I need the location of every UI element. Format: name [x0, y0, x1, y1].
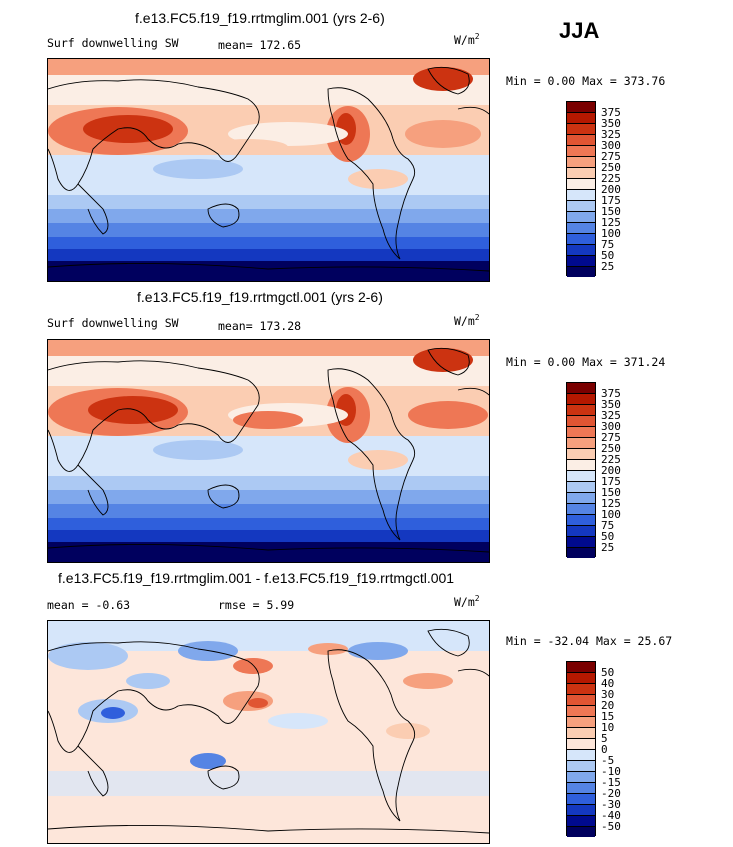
panel1-cb-label: 50: [601, 249, 615, 262]
panel2-cb-label: 25: [601, 541, 615, 554]
panel1-title: f.e13.FC5.f19_f19.rrtmglim.001 (yrs 2-6): [135, 10, 385, 26]
panel2-cb-label: 250: [601, 442, 621, 455]
panel1-cb-label: 250: [601, 161, 621, 174]
panel1-map: [47, 58, 490, 282]
panel3-cb-label: -30: [601, 798, 621, 811]
panel1-cb-label: 100: [601, 227, 621, 240]
panel2-units: W/m2: [454, 313, 480, 328]
panel1-cb-label: 25: [601, 260, 615, 273]
season-label: JJA: [559, 18, 600, 43]
panel2-variable: Surf downwelling SW: [47, 316, 179, 330]
panel1-cb-label: 75: [601, 238, 615, 251]
panel1-variable: Surf downwelling SW: [47, 36, 179, 50]
panel3-cb-label: 0: [601, 743, 608, 756]
panel2-minmax: Min = 0.00 Max = 371.24: [506, 355, 666, 369]
panel2-mean: mean= 173.28: [218, 319, 302, 333]
panel1-cb-label: 325: [601, 128, 621, 141]
panel3-cb-label: 5: [601, 732, 608, 745]
panel2-cb-label: 150: [601, 486, 621, 499]
panel3-cb-label: 15: [601, 710, 615, 723]
panel3-map: [47, 620, 490, 844]
panel3-mean: mean = -0.63: [47, 598, 131, 612]
panel2-map-field: [48, 340, 489, 562]
panel1-cb-label: 150: [601, 205, 621, 218]
panel1-cb-label: 375: [601, 106, 621, 119]
panel3-title: f.e13.FC5.f19_f19.rrtmglim.001 - f.e13.F…: [58, 570, 455, 586]
panel2-cb-label: 125: [601, 497, 621, 510]
panel1-colorbar: [566, 101, 596, 277]
panel3-cb-label: -15: [601, 776, 621, 789]
panel3-cb-label: -50: [601, 820, 621, 833]
panel2-colorbar: [566, 382, 596, 558]
panel2-cb-label: 75: [601, 519, 615, 532]
panel1-cb-label: 175: [601, 194, 621, 207]
panel3-cb-label: 50: [601, 666, 615, 679]
panel3-cb-label: 30: [601, 688, 615, 701]
panel3-cb-label: 40: [601, 677, 615, 690]
panel3-units: W/m2: [454, 594, 480, 609]
panel2-cb-label: 350: [601, 398, 621, 411]
panel2-cb-label: 50: [601, 530, 615, 543]
panel2-cb-label: 375: [601, 387, 621, 400]
panel2-cb-label: 225: [601, 453, 621, 466]
panel1-cb-label: 300: [601, 139, 621, 152]
panel2-cb-label: 200: [601, 464, 621, 477]
panel2-cb-label: 100: [601, 508, 621, 521]
panel1-cb-label: 225: [601, 172, 621, 185]
panel1-map-field: [48, 59, 489, 281]
panel3-colorbar: [566, 661, 596, 837]
panel3-cb-label: -40: [601, 809, 621, 822]
panel1-cb-label: 125: [601, 216, 621, 229]
panel1-cb-label: 200: [601, 183, 621, 196]
panel1-cb-label: 350: [601, 117, 621, 130]
panel3-rmse: rmse = 5.99: [218, 598, 295, 612]
panel3-cb-label: -10: [601, 765, 621, 778]
panel1-mean: mean= 172.65: [218, 38, 302, 52]
panel1-minmax: Min = 0.00 Max = 373.76: [506, 74, 666, 88]
panel2-cb-label: 275: [601, 431, 621, 444]
panel3-cb-label: -5: [601, 754, 615, 767]
panel3-cb-label: -20: [601, 787, 621, 800]
panel2-cb-label: 175: [601, 475, 621, 488]
panel2-title: f.e13.FC5.f19_f19.rrtmgctl.001 (yrs 2-6): [137, 289, 383, 305]
panel1-units: W/m2: [454, 32, 480, 47]
panel2-map: [47, 339, 490, 563]
panel3-map-field: [48, 621, 489, 843]
panel3-minmax: Min = -32.04 Max = 25.67: [506, 634, 673, 648]
panel3-cb-label: 10: [601, 721, 615, 734]
panel1-cb-label: 275: [601, 150, 621, 163]
panel2-cb-label: 325: [601, 409, 621, 422]
panel3-cb-label: 20: [601, 699, 615, 712]
panel2-cb-label: 300: [601, 420, 621, 433]
